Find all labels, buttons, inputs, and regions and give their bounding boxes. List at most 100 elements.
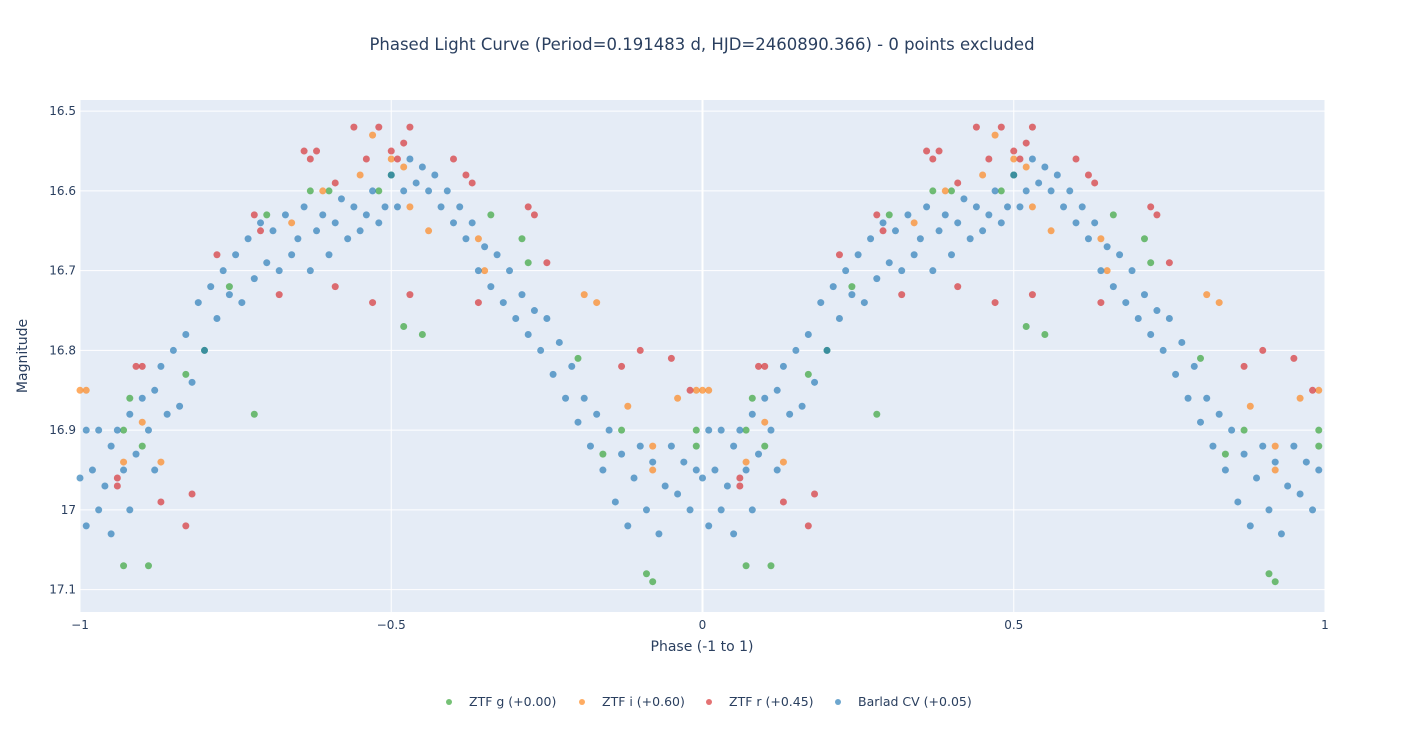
data-point[interactable] xyxy=(406,123,414,131)
data-point[interactable] xyxy=(95,426,103,434)
data-point[interactable] xyxy=(779,498,787,506)
data-point[interactable] xyxy=(1122,299,1130,307)
data-point[interactable] xyxy=(120,426,128,434)
data-point[interactable] xyxy=(574,418,582,426)
data-point[interactable] xyxy=(941,211,949,219)
data-point[interactable] xyxy=(331,219,339,227)
data-point[interactable] xyxy=(95,506,103,514)
data-point[interactable] xyxy=(306,267,314,275)
data-point[interactable] xyxy=(182,370,190,378)
data-point[interactable] xyxy=(1159,346,1167,354)
data-point[interactable] xyxy=(1016,155,1024,163)
data-point[interactable] xyxy=(898,267,906,275)
data-point[interactable] xyxy=(848,283,856,291)
data-point[interactable] xyxy=(400,187,408,195)
data-point[interactable] xyxy=(1215,299,1223,307)
data-point[interactable] xyxy=(1165,315,1173,323)
data-point[interactable] xyxy=(1072,219,1080,227)
data-point[interactable] xyxy=(543,315,551,323)
data-point[interactable] xyxy=(649,442,657,450)
data-point[interactable] xyxy=(506,267,514,275)
data-point[interactable] xyxy=(1084,235,1092,243)
data-point[interactable] xyxy=(1022,139,1030,147)
data-point[interactable] xyxy=(1066,187,1074,195)
data-point[interactable] xyxy=(257,227,265,235)
data-point[interactable] xyxy=(1203,394,1211,402)
data-point[interactable] xyxy=(954,283,962,291)
data-point[interactable] xyxy=(481,267,489,275)
data-point[interactable] xyxy=(630,474,638,482)
data-point[interactable] xyxy=(1271,442,1279,450)
data-point[interactable] xyxy=(418,163,426,171)
data-point[interactable] xyxy=(412,179,420,187)
data-point[interactable] xyxy=(82,426,90,434)
data-point[interactable] xyxy=(593,410,601,418)
data-point[interactable] xyxy=(1209,442,1217,450)
data-point[interactable] xyxy=(705,386,713,394)
data-point[interactable] xyxy=(929,267,937,275)
data-point[interactable] xyxy=(1147,330,1155,338)
data-point[interactable] xyxy=(400,139,408,147)
data-point[interactable] xyxy=(456,203,464,211)
data-point[interactable] xyxy=(113,474,121,482)
legend-item[interactable]: ZTF r (+0.45) xyxy=(706,694,814,709)
data-point[interactable] xyxy=(1028,291,1036,299)
data-point[interactable] xyxy=(120,466,128,474)
data-point[interactable] xyxy=(530,211,538,219)
data-point[interactable] xyxy=(1253,474,1261,482)
data-point[interactable] xyxy=(524,330,532,338)
data-point[interactable] xyxy=(194,299,202,307)
data-point[interactable] xyxy=(1221,466,1229,474)
data-point[interactable] xyxy=(337,195,345,203)
data-point[interactable] xyxy=(425,187,433,195)
data-point[interactable] xyxy=(450,219,457,227)
data-point[interactable] xyxy=(680,458,688,466)
data-point[interactable] xyxy=(350,123,358,131)
data-point[interactable] xyxy=(375,187,383,195)
data-point[interactable] xyxy=(736,474,744,482)
data-point[interactable] xyxy=(1265,506,1273,514)
data-point[interactable] xyxy=(649,466,657,474)
data-point[interactable] xyxy=(867,235,875,243)
data-point[interactable] xyxy=(1103,267,1111,275)
data-point[interactable] xyxy=(1091,219,1099,227)
data-point[interactable] xyxy=(686,506,694,514)
data-point[interactable] xyxy=(107,530,115,538)
data-point[interactable] xyxy=(748,410,756,418)
data-point[interactable] xyxy=(325,251,333,259)
data-point[interactable] xyxy=(126,410,134,418)
data-point[interactable] xyxy=(804,522,812,530)
data-point[interactable] xyxy=(138,418,146,426)
data-point[interactable] xyxy=(1197,354,1204,362)
data-point[interactable] xyxy=(605,426,613,434)
data-point[interactable] xyxy=(910,251,918,259)
data-point[interactable] xyxy=(1010,155,1018,163)
data-point[interactable] xyxy=(1165,259,1173,267)
data-point[interactable] xyxy=(375,219,383,227)
data-point[interactable] xyxy=(462,171,470,179)
data-point[interactable] xyxy=(244,235,252,243)
data-point[interactable] xyxy=(1215,410,1223,418)
data-point[interactable] xyxy=(1016,203,1024,211)
data-point[interactable] xyxy=(1078,203,1086,211)
data-point[interactable] xyxy=(997,123,1005,131)
data-point[interactable] xyxy=(1022,163,1030,171)
data-point[interactable] xyxy=(873,211,881,219)
data-point[interactable] xyxy=(1190,362,1198,370)
data-point[interactable] xyxy=(1103,243,1111,251)
data-point[interactable] xyxy=(300,203,308,211)
data-point[interactable] xyxy=(742,466,750,474)
data-point[interactable] xyxy=(916,235,924,243)
data-point[interactable] xyxy=(1259,346,1267,354)
data-point[interactable] xyxy=(736,482,744,490)
data-point[interactable] xyxy=(188,378,196,386)
data-point[interactable] xyxy=(1172,370,1180,378)
data-point[interactable] xyxy=(288,219,296,227)
data-point[interactable] xyxy=(82,386,90,394)
data-point[interactable] xyxy=(138,442,146,450)
data-point[interactable] xyxy=(406,155,414,163)
data-point[interactable] xyxy=(107,442,115,450)
data-point[interactable] xyxy=(138,362,146,370)
data-point[interactable] xyxy=(120,562,128,570)
data-point[interactable] xyxy=(518,291,526,299)
